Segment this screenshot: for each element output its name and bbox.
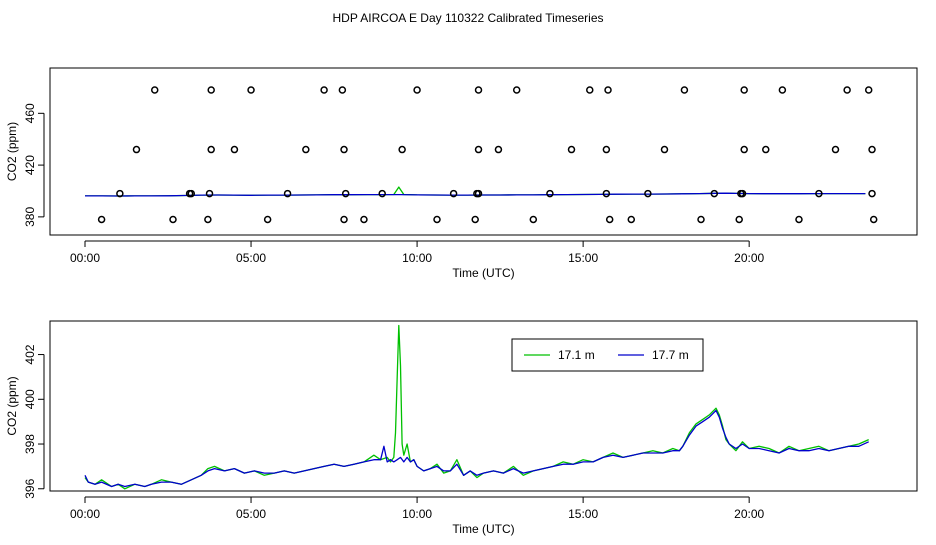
data-point-marker — [230, 145, 239, 154]
data-point-marker — [740, 145, 748, 154]
data-point-marker — [471, 215, 479, 224]
data-point-marker — [338, 86, 347, 94]
data-point-marker — [815, 189, 823, 198]
data-point-marker — [340, 145, 348, 154]
x-tick-label: 05:00 — [236, 507, 266, 521]
data-point-marker — [169, 215, 177, 224]
data-point-marker — [602, 145, 611, 154]
data-point-marker — [97, 215, 106, 224]
data-point-marker — [864, 86, 873, 94]
page-title: HDP AIRCOA E Day 110322 Calibrated Times… — [332, 11, 603, 25]
y-tick-label: 420 — [23, 155, 37, 175]
data-point-marker — [795, 215, 803, 224]
data-point-marker — [735, 215, 743, 224]
data-point-marker — [680, 86, 689, 94]
x-tick-label: 10:00 — [402, 251, 432, 265]
data-point-marker — [762, 145, 770, 154]
legend: 17.1 m 17.7 m — [511, 338, 704, 372]
plot-frame — [49, 67, 918, 236]
legend-label: 17.1 m — [558, 348, 595, 362]
data-point-marker — [474, 189, 483, 198]
chart-panel-2: 00:00 05:00 10:00 15:00 20:00 Time (UTC) 396 39… — [5, 320, 918, 536]
data-point-marker — [843, 86, 851, 94]
data-point-marker — [320, 86, 328, 94]
data-point-marker — [341, 189, 350, 198]
data-point-marker — [546, 189, 554, 198]
y-axis-title: CO2 (ppm) — [5, 376, 19, 435]
x-tick-label: 15:00 — [568, 507, 598, 521]
y-tick-label: 380 — [23, 207, 37, 227]
data-point-marker — [360, 215, 368, 224]
data-point-marker — [567, 145, 576, 154]
data-point-marker — [474, 86, 483, 94]
data-point-marker — [529, 215, 538, 224]
x-axis-title: Time (UTC) — [452, 266, 514, 280]
data-point-marker — [869, 215, 878, 224]
data-point-marker — [283, 189, 292, 198]
data-point-marker — [413, 86, 421, 94]
x-tick-label: 20:00 — [734, 507, 764, 521]
y-tick-label: 400 — [23, 389, 37, 409]
data-point-marker — [740, 86, 748, 94]
data-point-marker — [132, 145, 141, 154]
data-point-marker — [204, 215, 212, 224]
x-tick-label: 05:00 — [236, 251, 266, 265]
data-point-marker — [512, 86, 521, 94]
data-point-marker — [697, 215, 705, 224]
data-point-marker — [605, 215, 614, 224]
data-point-marker — [474, 145, 483, 154]
data-point-marker — [247, 86, 255, 94]
data-point-marker — [263, 215, 272, 224]
series-line-2 — [85, 192, 866, 197]
data-point-marker — [494, 145, 503, 154]
series-line-2 — [84, 409, 869, 488]
data-point-marker — [738, 189, 747, 198]
x-tick-label: 00:00 — [70, 507, 100, 521]
x-tick-label: 10:00 — [402, 507, 432, 521]
data-point-marker — [116, 189, 124, 198]
data-point-marker — [302, 145, 310, 154]
data-point-marker — [378, 189, 386, 198]
data-point-marker — [433, 215, 441, 224]
x-tick-label: 15:00 — [568, 251, 598, 265]
data-point-marker — [150, 86, 159, 94]
data-point-marker — [340, 215, 348, 224]
data-point-marker — [604, 86, 612, 94]
y-tick-label: 398 — [23, 434, 37, 454]
data-point-marker — [207, 86, 215, 94]
y-axis-title: CO2 (ppm) — [5, 122, 19, 181]
data-point-marker — [449, 189, 458, 198]
series-line-1 — [84, 324, 869, 490]
data-point-marker — [586, 86, 594, 94]
y-tick-label: 402 — [23, 344, 37, 364]
x-tick-label: 20:00 — [734, 251, 764, 265]
y-tick-label: 460 — [23, 103, 37, 123]
data-point-marker — [868, 145, 876, 154]
legend-label: 17.7 m — [652, 348, 689, 362]
data-point-marker — [660, 145, 669, 154]
x-axis-title: Time (UTC) — [452, 522, 514, 536]
data-point-marker — [627, 215, 636, 224]
data-point-marker — [868, 189, 876, 198]
data-point-marker — [602, 189, 611, 198]
data-point-marker — [710, 189, 719, 198]
data-point-marker — [398, 145, 406, 154]
chart-panel-1: 00:00 05:00 10:00 15:00 20:00 Time (UTC) 380 42… — [5, 67, 918, 280]
plot-frame — [49, 320, 918, 492]
x-tick-label: 00:00 — [70, 251, 100, 265]
data-point-marker — [778, 86, 787, 94]
data-point-marker — [644, 189, 652, 198]
data-point-marker — [207, 145, 215, 154]
y-tick-label: 396 — [23, 478, 37, 498]
data-point-marker — [205, 189, 214, 198]
data-point-marker — [831, 145, 840, 154]
data-point-marker — [187, 189, 196, 198]
